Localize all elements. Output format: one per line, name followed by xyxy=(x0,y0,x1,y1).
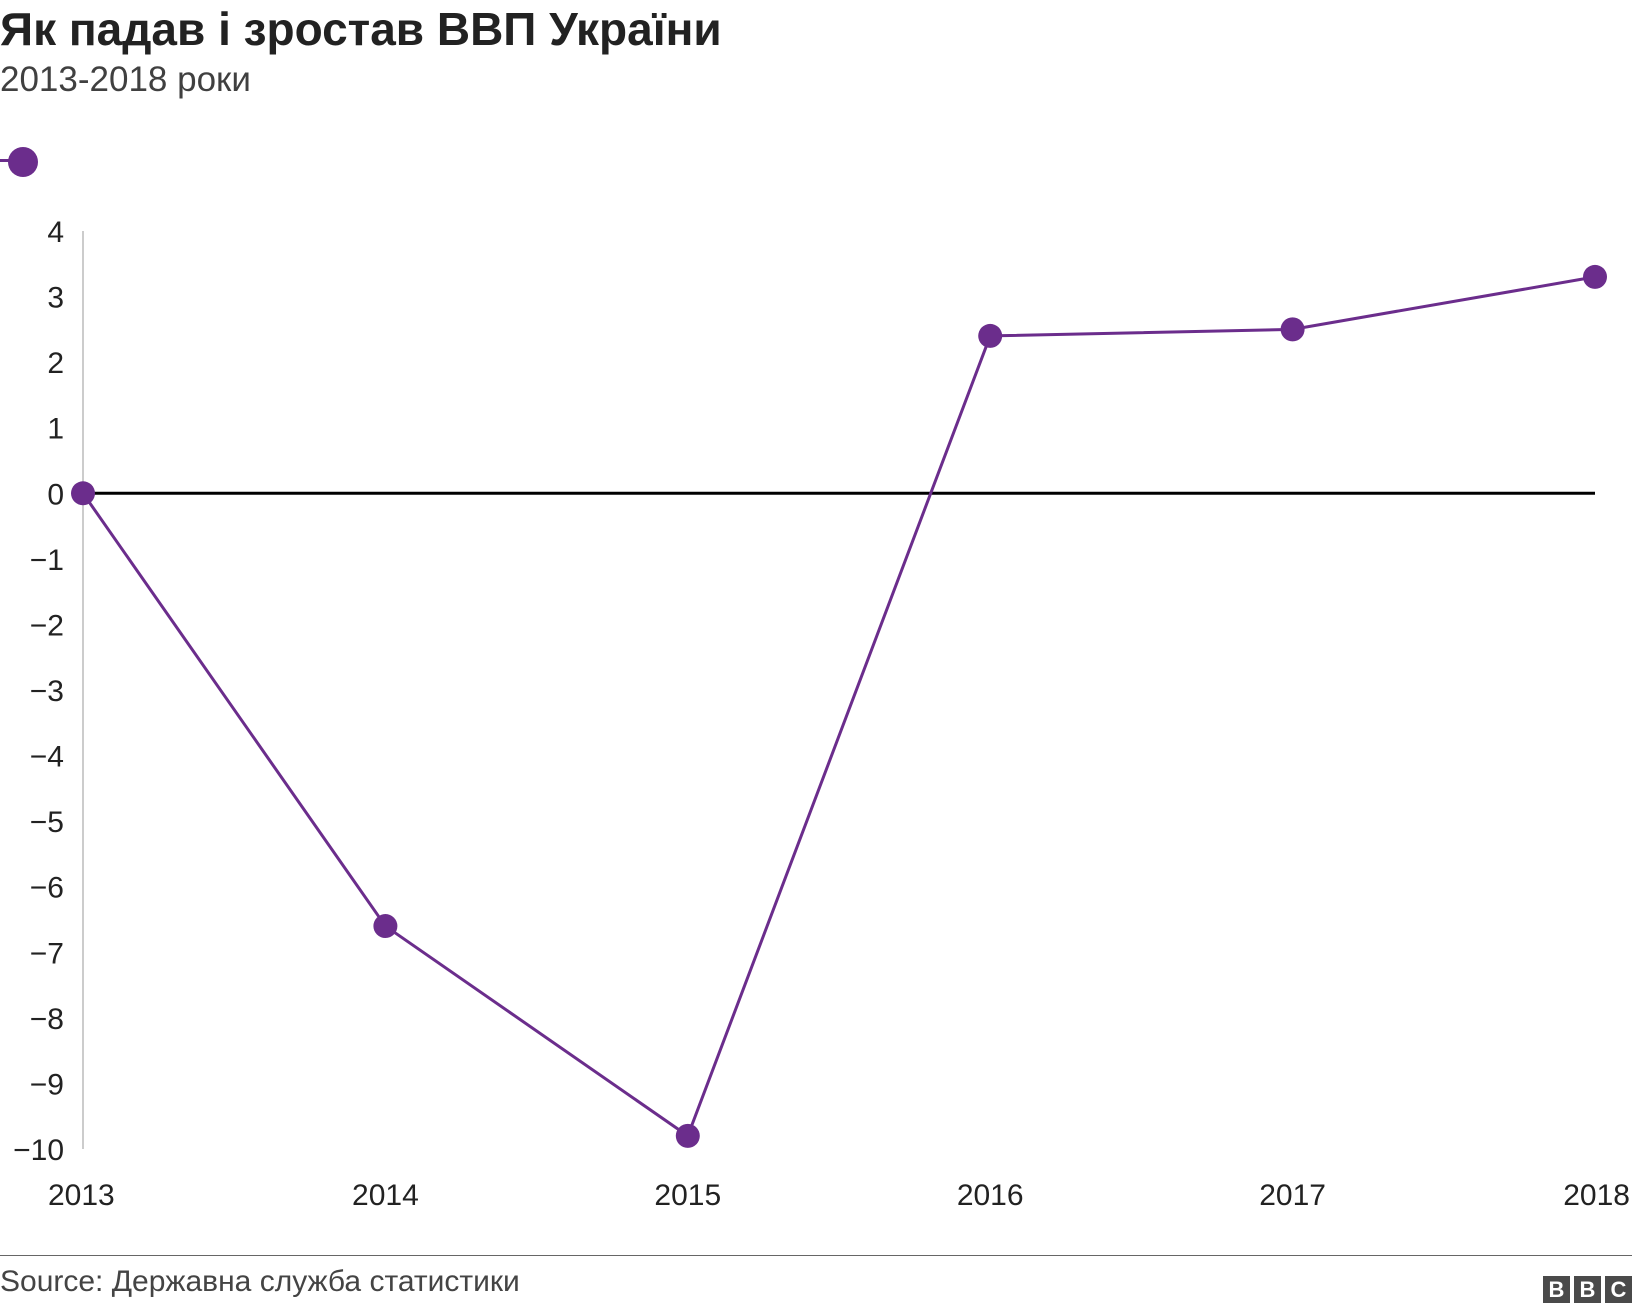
source-note: Source: Державна служба статистики xyxy=(0,1265,520,1298)
x-axis-labels: 2013 2014 2015 2016 2017 2018 xyxy=(48,1179,1630,1212)
series-line xyxy=(81,275,1596,1139)
y-tick-label: 1 xyxy=(47,413,64,446)
y-tick-label: −4 xyxy=(30,741,64,774)
y-tick-label: −5 xyxy=(30,806,64,839)
chart-subtitle: 2013-2018 роки xyxy=(0,60,251,99)
y-tick-label: −1 xyxy=(30,544,64,577)
x-tick-label: 2014 xyxy=(352,1179,419,1212)
legend xyxy=(0,140,60,180)
legend-marker xyxy=(8,147,38,177)
series-lines xyxy=(81,275,1596,1139)
y-tick-label: −2 xyxy=(30,609,64,642)
y-tick-label: −3 xyxy=(30,675,64,708)
series-points xyxy=(71,264,1607,1148)
y-tick-label: −10 xyxy=(13,1134,64,1167)
data-point xyxy=(71,481,95,506)
y-axis-labels: 4 3 2 1 0 −1 −2 −3 −4 −5 −6 −7 −8 −9 −10 xyxy=(13,216,64,1167)
data-point xyxy=(978,323,1003,348)
footer-divider xyxy=(0,1255,1632,1256)
chart-title: Як падав і зростав ВВП України xyxy=(0,3,722,55)
x-tick-label: 2018 xyxy=(1563,1179,1630,1212)
data-point xyxy=(1583,264,1607,289)
x-tick-label: 2013 xyxy=(48,1179,115,1212)
data-point xyxy=(675,1123,700,1148)
x-tick-label: 2015 xyxy=(654,1179,721,1212)
x-tick-label: 2016 xyxy=(957,1179,1024,1212)
x-tick-label: 2017 xyxy=(1259,1179,1326,1212)
y-tick-label: −7 xyxy=(30,937,64,970)
data-point xyxy=(373,914,398,939)
bbc-logo-letter: C xyxy=(1605,1276,1632,1303)
y-tick-label: −6 xyxy=(30,872,64,905)
bbc-logo-letter: B xyxy=(1574,1276,1601,1303)
data-point xyxy=(1280,317,1305,342)
y-tick-label: 3 xyxy=(47,282,64,315)
bbc-logo-letter: B xyxy=(1543,1276,1570,1303)
axes xyxy=(82,231,1595,1149)
bbc-logo: B B C xyxy=(1543,1276,1632,1303)
y-tick-label: 2 xyxy=(47,347,64,380)
y-tick-label: 4 xyxy=(47,216,64,249)
y-tick-label: −9 xyxy=(30,1068,64,1101)
y-tick-label: −8 xyxy=(30,1003,64,1036)
y-tick-label: 0 xyxy=(47,478,64,511)
